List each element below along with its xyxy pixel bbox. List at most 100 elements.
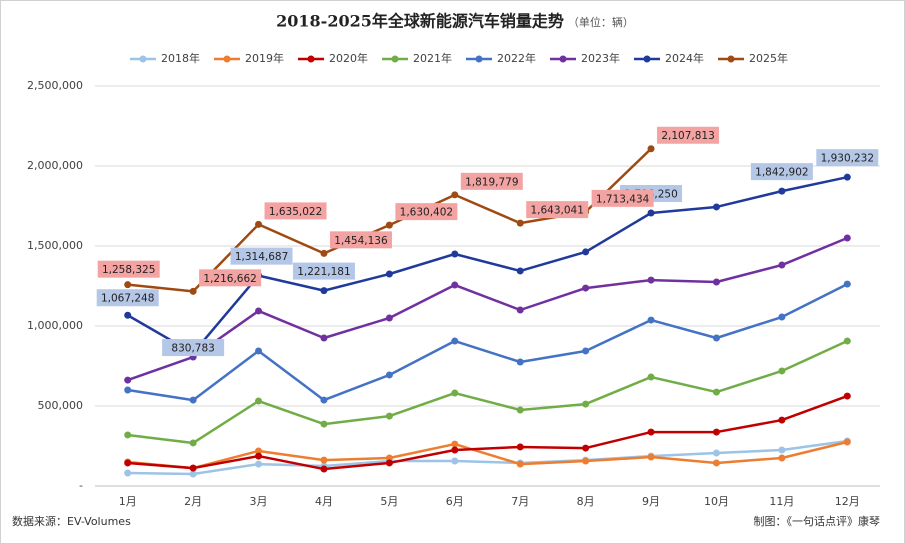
value-label-bg — [657, 126, 720, 144]
credit: 制图：《一句话点评》康琴 — [754, 514, 881, 528]
data-point — [778, 367, 786, 375]
data-point — [516, 358, 524, 366]
data-point — [320, 465, 328, 473]
data-point — [712, 449, 720, 457]
data-point — [255, 452, 263, 460]
data-point — [516, 460, 524, 468]
value-label: 1,454,136 — [334, 235, 388, 247]
data-point — [778, 313, 786, 321]
legend-marker — [727, 55, 735, 63]
data-point — [255, 347, 263, 355]
data-point — [712, 388, 720, 396]
data-point — [451, 281, 459, 289]
y-tick-label: 500,000 — [38, 399, 84, 412]
legend-marker — [559, 55, 567, 63]
value-label-bg — [395, 203, 458, 221]
data-point — [647, 145, 655, 153]
value-label: 2,107,813 — [661, 130, 714, 142]
data-point — [843, 173, 851, 181]
value-label-bg — [591, 189, 654, 207]
data-point — [320, 334, 328, 342]
value-label: 1,643,041 — [530, 205, 583, 217]
value-label: 1,713,434 — [596, 193, 650, 205]
data-point — [712, 278, 720, 286]
legend-label: 2018年 — [161, 51, 200, 65]
legend-label: 2025年 — [749, 51, 788, 65]
x-tick-label: 5月 — [380, 495, 398, 508]
x-tick-label: 1月 — [119, 495, 137, 508]
legend-marker — [139, 55, 147, 63]
legend-marker — [307, 55, 315, 63]
data-point — [385, 412, 393, 420]
x-tick-label: 9月 — [642, 495, 660, 508]
data-point — [582, 347, 590, 355]
data-point — [843, 280, 851, 288]
data-point — [712, 428, 720, 436]
data-point — [189, 396, 197, 404]
data-point — [582, 248, 590, 256]
y-tick-label: - — [79, 479, 83, 492]
data-point — [582, 444, 590, 452]
data-point — [516, 219, 524, 227]
data-point — [385, 221, 393, 229]
x-tick-label: 10月 — [704, 495, 729, 508]
legend-label: 2021年 — [413, 51, 452, 65]
data-point — [451, 440, 459, 448]
data-point — [189, 439, 197, 447]
value-label: 1,221,181 — [297, 266, 350, 278]
data-point — [451, 389, 459, 397]
value-label: 1,067,248 — [101, 293, 154, 305]
value-label: 1,314,687 — [235, 251, 288, 263]
data-point — [516, 406, 524, 414]
data-point — [451, 457, 459, 465]
value-label: 1,930,232 — [821, 153, 874, 165]
value-label: 1,630,402 — [400, 207, 453, 219]
data-point — [189, 470, 197, 478]
value-label-bg — [230, 247, 293, 265]
value-label-bg — [329, 231, 392, 249]
data-point — [712, 203, 720, 211]
x-tick-label: 2月 — [184, 495, 202, 508]
value-label: 1,258,325 — [102, 264, 155, 276]
data-point — [582, 400, 590, 408]
value-label-bg — [199, 269, 262, 287]
data-point — [647, 428, 655, 436]
series-line — [127, 439, 848, 476]
data-point — [647, 453, 655, 461]
data-point — [385, 270, 393, 278]
data-point — [451, 250, 459, 258]
y-tick-label: 2,000,000 — [27, 159, 83, 172]
x-tick-label: 3月 — [250, 495, 268, 508]
legend-label: 2020年 — [329, 51, 368, 65]
data-point — [385, 314, 393, 322]
data-point — [516, 443, 524, 451]
data-point — [843, 337, 851, 345]
data-point — [320, 249, 328, 257]
value-label-bg — [816, 149, 879, 167]
data-point — [124, 459, 132, 467]
data-point — [124, 431, 132, 439]
x-tick-label: 12月 — [835, 495, 860, 508]
data-point — [124, 281, 132, 289]
x-tick-label: 8月 — [577, 495, 595, 508]
legend-marker — [391, 55, 399, 63]
data-point — [778, 454, 786, 462]
data-point — [385, 371, 393, 379]
series-line — [127, 440, 848, 470]
value-label-bg — [292, 262, 355, 280]
data-point — [255, 397, 263, 405]
data-point — [189, 464, 197, 472]
value-label: 1,635,022 — [269, 206, 322, 218]
data-point — [712, 459, 720, 467]
data-point — [516, 267, 524, 275]
chart-subtitle: （单位：辆） — [568, 15, 634, 29]
data-point — [647, 209, 655, 217]
value-label-bg — [750, 163, 813, 181]
value-label-bg — [96, 289, 159, 307]
data-point — [320, 420, 328, 428]
chart-title: 2018-2025年全球新能源汽车销量走势 — [276, 12, 564, 31]
y-tick-label: 1,500,000 — [27, 239, 83, 252]
series-line — [127, 339, 848, 445]
data-point — [582, 457, 590, 465]
